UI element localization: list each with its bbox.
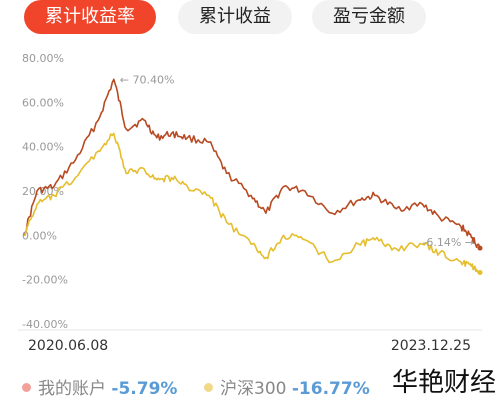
y-tick-label: 40.00% [22,141,64,154]
legend-item-my-account[interactable]: 我的账户 -5.79% [22,374,177,399]
chart-legend: 我的账户 -5.79% 沪深300 -16.77% [0,370,500,400]
series-line-0 [23,78,481,249]
x-axis-start-label: 2020.06.08 [28,338,108,354]
y-tick-label: 0.00% [22,229,57,242]
annotation-label: -6.14% → [422,236,474,249]
x-axis-end-label: 2023.12.25 [391,338,471,354]
tab-profit-loss-amount[interactable]: 盈亏金额 [312,0,426,34]
legend-item-csi300[interactable]: 沪深300 -16.77% [204,374,370,399]
series-line-1 [23,132,481,274]
legend-dot-icon [204,383,213,392]
watermark-logo: 华艳财经 [391,368,496,398]
legend-value: -5.79% [111,379,178,399]
y-tick-label: 80.00% [22,52,64,65]
tab-cumulative-return[interactable]: 累计收益 [178,0,292,34]
tab-cumulative-return-rate[interactable]: 累计收益率 [24,0,156,34]
legend-value: -16.77% [291,379,370,399]
legend-dot-icon [22,383,31,392]
cumulative-return-chart: 80.00%60.00%40.00%20.00%0.00%-20.00%-40.… [18,52,483,354]
chart-annotations: ← 70.40% -6.14% → [120,73,474,249]
y-axis-tick-labels: 80.00%60.00%40.00%20.00%0.00%-20.00%-40.… [22,52,68,331]
legend-name: 沪深300 [220,379,287,399]
series-end-point [477,270,483,276]
series-end-point [477,245,483,251]
y-tick-label: 60.00% [22,96,64,109]
y-tick-label: -40.00% [22,318,68,331]
legend-name: 我的账户 [38,379,106,399]
series-lines [23,78,483,276]
tab-bar: 累计收益率 累计收益 盈亏金额 [0,0,500,36]
y-tick-label: -20.00% [22,274,68,287]
annotation-label: ← 70.40% [120,73,175,86]
